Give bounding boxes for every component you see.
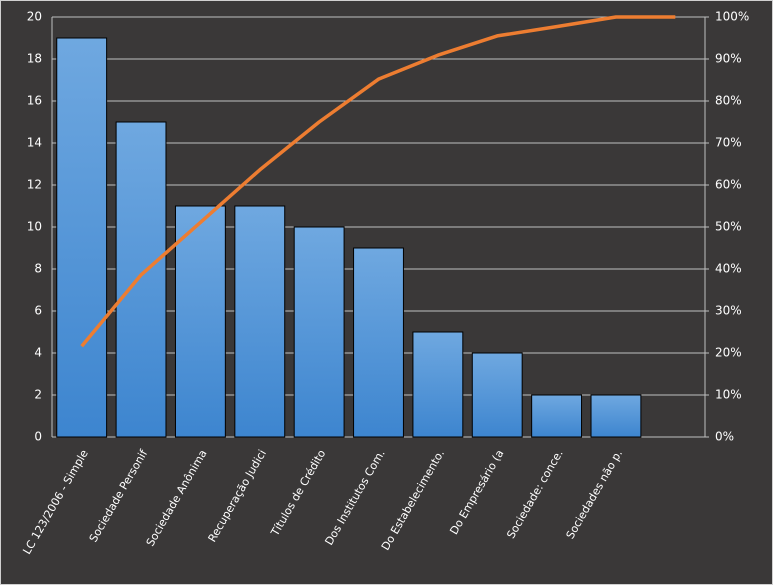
y2-tick-label: 20%: [715, 346, 742, 360]
bar: [56, 37, 108, 438]
y2-tick-label: 30%: [715, 304, 742, 318]
y-tick-label: 20: [27, 10, 42, 24]
y2-tick-label: 50%: [715, 220, 742, 234]
bar: [412, 331, 464, 438]
y-tick-label: 6: [34, 304, 42, 318]
y-tick-label: 12: [27, 178, 42, 192]
y-tick-label: 14: [27, 136, 42, 150]
y-tick-label: 18: [27, 52, 42, 66]
bar: [531, 394, 583, 438]
y-tick-label: 16: [27, 94, 42, 108]
y-tick-label: 2: [34, 388, 42, 402]
y2-tick-label: 40%: [715, 262, 742, 276]
bar: [293, 226, 345, 438]
bar: [174, 205, 226, 438]
y-tick-label: 0: [34, 430, 42, 444]
y2-tick-label: 10%: [715, 388, 742, 402]
y2-tick-label: 60%: [715, 178, 742, 192]
y2-tick-label: 80%: [715, 94, 742, 108]
bar: [353, 247, 404, 438]
bar: [115, 121, 167, 438]
y2-tick-label: 90%: [715, 52, 742, 66]
bar: [590, 394, 642, 438]
y-tick-label: 10: [27, 220, 42, 234]
pareto-line: [80, 15, 676, 348]
y2-tick-label: 0%: [715, 430, 734, 444]
y-tick-label: 8: [34, 262, 42, 276]
bar: [234, 205, 286, 438]
y2-tick-label: 70%: [715, 136, 742, 150]
y2-tick-label: 100%: [715, 10, 749, 24]
bar: [471, 352, 523, 438]
y-tick-label: 4: [34, 346, 42, 360]
